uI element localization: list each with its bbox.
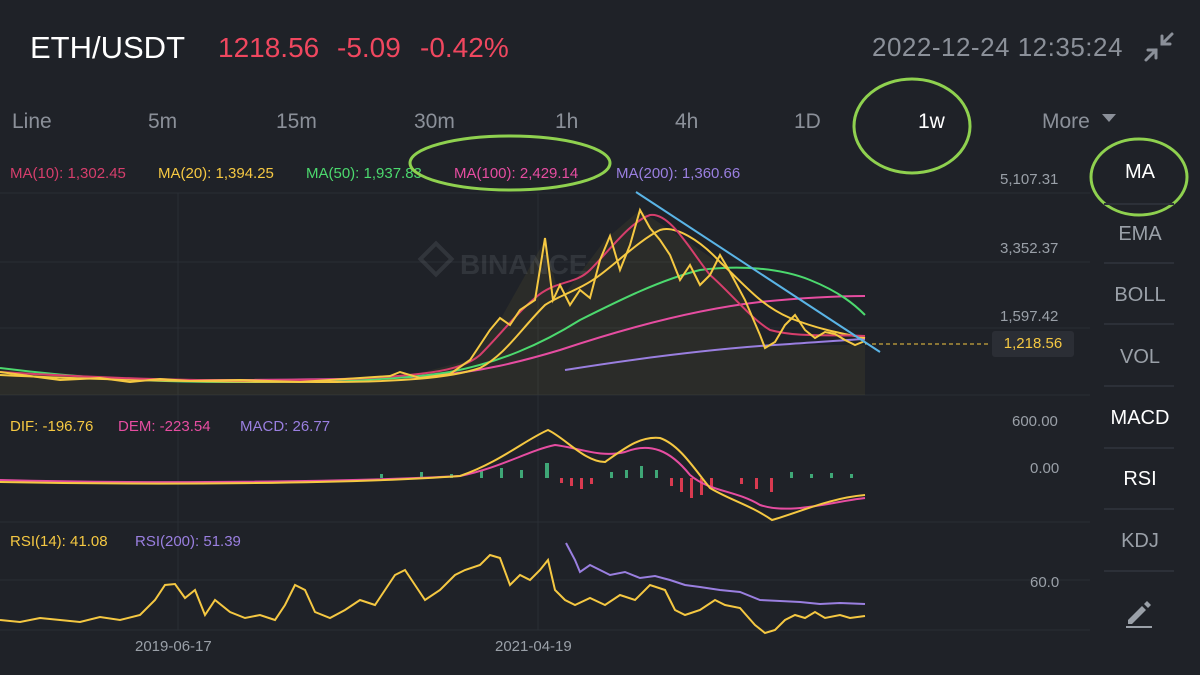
- watermark-text: BINANCE: [460, 249, 588, 280]
- tab-30m[interactable]: 30m: [414, 110, 455, 133]
- price-axis-label: 3,352.37: [1000, 240, 1059, 257]
- indicator-rsi[interactable]: RSI: [1123, 468, 1157, 490]
- last-price: 1218.56: [218, 32, 320, 63]
- grid-lines: [0, 192, 1090, 631]
- divider: [1104, 508, 1174, 510]
- annotation-circle-1w: [852, 77, 972, 175]
- rsi-axis-label: 60.0: [1030, 574, 1060, 591]
- ma20-legend: MA(20): 1,394.25: [158, 165, 274, 182]
- price-area: [0, 210, 865, 395]
- tab-more[interactable]: More: [1042, 110, 1090, 133]
- last-price-tag: 1,218.56: [992, 331, 1074, 357]
- ma50-legend: MA(50): 1,937.83: [306, 165, 422, 182]
- price-chart[interactable]: BINANCE: [0, 0, 1090, 675]
- ma200-legend: MA(200): 1,360.66: [616, 165, 741, 182]
- rsi200-legend: RSI(200): 51.39: [135, 533, 241, 550]
- macd-dif-line: [0, 428, 866, 522]
- macd-histogram: [380, 463, 853, 498]
- tab-1d[interactable]: 1D: [794, 110, 821, 133]
- macd-axis-label: 600.00: [1012, 413, 1058, 430]
- indicator-ema[interactable]: EMA: [1118, 223, 1162, 245]
- divider: [1104, 385, 1174, 387]
- rsi200-line: [565, 542, 866, 606]
- divider: [1104, 323, 1174, 325]
- ma100-legend: MA(100): 2,429.14: [454, 165, 579, 182]
- macd-axis-label: 0.00: [1030, 460, 1060, 477]
- rsi14-legend: RSI(14): 41.08: [10, 533, 108, 550]
- tab-5m[interactable]: 5m: [148, 110, 178, 133]
- tab-15m[interactable]: 15m: [276, 110, 317, 133]
- indicator-boll[interactable]: BOLL: [1114, 284, 1166, 306]
- indicator-vol[interactable]: VOL: [1119, 346, 1161, 368]
- symbol-title[interactable]: ETH/USDT: [30, 30, 185, 65]
- annotation-circle-ma: [1089, 137, 1189, 217]
- dem-legend: DEM: -223.54: [118, 418, 211, 435]
- tab-line[interactable]: Line: [12, 110, 52, 133]
- pencil-icon[interactable]: [1122, 596, 1156, 630]
- collapse-arrows-icon[interactable]: [1142, 30, 1176, 64]
- tab-1h[interactable]: 1h: [555, 110, 579, 133]
- divider: [1104, 447, 1174, 449]
- macd-dem-line: [0, 443, 866, 510]
- indicator-kdj[interactable]: KDJ: [1121, 530, 1159, 552]
- price-axis-label: 1,597.42: [1000, 308, 1059, 325]
- trendline-drawing[interactable]: [635, 191, 881, 353]
- indicator-ma[interactable]: MA: [1125, 161, 1155, 183]
- time-axis-label: 2019-06-17: [135, 638, 212, 655]
- price-axis-label: 5,107.31: [1000, 171, 1059, 188]
- macd-legend: MACD: 26.77: [240, 418, 331, 435]
- caret-down-icon[interactable]: [1100, 112, 1118, 124]
- tab-1w[interactable]: 1w: [918, 110, 945, 133]
- rsi14-line: [0, 553, 866, 635]
- time-axis-label: 2021-04-19: [495, 638, 572, 655]
- divider: [1104, 570, 1174, 572]
- divider: [1104, 203, 1174, 205]
- binance-watermark: BINANCE: [417, 240, 588, 280]
- ma10-legend: MA(10): 1,302.45: [10, 165, 126, 182]
- price-change-percent: -0.42%: [420, 32, 509, 63]
- timestamp: 2022-12-24 12:35:24: [872, 32, 1123, 62]
- annotation-circle-ma100: [408, 134, 612, 192]
- indicator-macd[interactable]: MACD: [1110, 407, 1170, 429]
- ma200-line: [564, 338, 866, 371]
- price-line: [0, 207, 866, 384]
- price-change: -5.09: [337, 32, 401, 63]
- tab-4h[interactable]: 4h: [675, 110, 699, 133]
- dif-legend: DIF: -196.76: [10, 418, 94, 435]
- divider: [1104, 262, 1174, 264]
